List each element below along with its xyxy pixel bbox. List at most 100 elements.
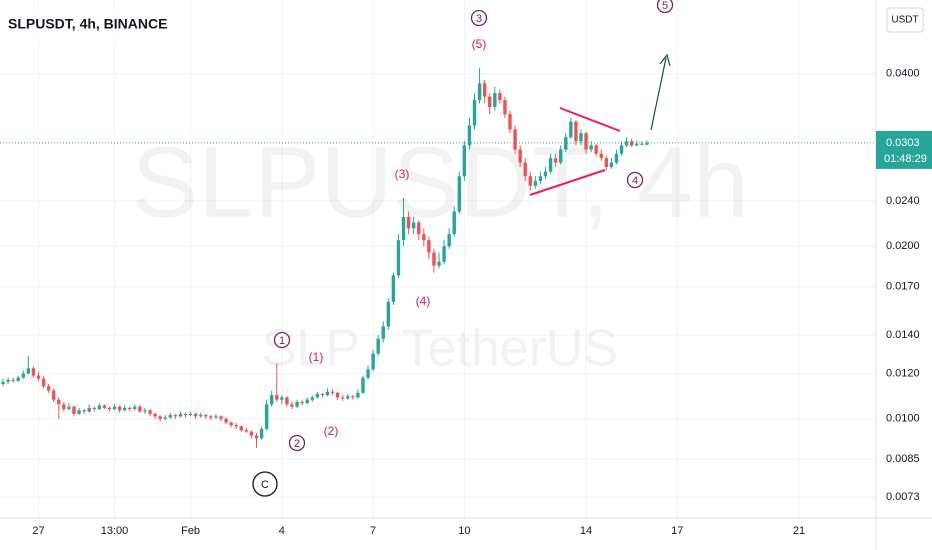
currency-label[interactable]: USDT (891, 15, 918, 26)
candle-body (325, 391, 330, 396)
triangle-lower (529, 169, 606, 196)
candle-body (36, 375, 41, 379)
candle-body (351, 396, 355, 398)
candle-body (629, 141, 634, 146)
candle-body (199, 415, 203, 417)
candle-body (117, 406, 122, 411)
candle-body (361, 377, 365, 393)
watermark: SLPUSDT, 4h (132, 126, 749, 238)
axes: 0.0400 0.0240 0.0200 0.0170 0.0140 0.0120 0.01… (32, 68, 932, 537)
candle-body (594, 145, 598, 154)
candle-body (239, 426, 243, 431)
candle-body (183, 413, 188, 416)
candle-body (548, 158, 553, 172)
candle-body (173, 415, 178, 417)
candle-body (411, 222, 416, 229)
y-tick-label: 0.0400 (886, 68, 920, 80)
candle-body (371, 353, 375, 370)
x-tick-label: 10 (458, 525, 470, 537)
candle-body (488, 96, 492, 108)
candle-body (315, 393, 320, 398)
wave-label: 3 (476, 13, 482, 25)
candle-body (467, 125, 472, 146)
candle-body (559, 149, 563, 163)
wave-label: (1) (309, 350, 324, 364)
candle-body (52, 390, 56, 400)
candle-body (31, 368, 36, 376)
wave-label: (2) (324, 424, 339, 438)
candle-body (87, 407, 91, 412)
y-tick-label: 0.0240 (886, 195, 920, 207)
candle-body (493, 93, 497, 108)
candle-body (356, 392, 360, 398)
watermark-subtitle: SLP / TetherUS (262, 320, 619, 378)
candle-body (254, 435, 259, 439)
y-tick-label: 0.0100 (886, 413, 920, 425)
wave-circle (252, 471, 278, 497)
candle-body (168, 415, 173, 418)
candle-body (564, 137, 568, 150)
candle-body (513, 129, 517, 150)
candle-body (579, 133, 583, 142)
wave-label: (4) (416, 294, 431, 308)
candle-body (133, 406, 137, 410)
candle-body (417, 222, 421, 235)
candle-body (224, 418, 228, 423)
grid (0, 0, 876, 520)
candle-body (102, 405, 107, 408)
candle-body (335, 392, 340, 398)
candle-body (340, 397, 345, 399)
candle-body (153, 413, 157, 417)
wave-label: 1 (279, 335, 285, 347)
candle-body (482, 83, 487, 97)
candle-body (275, 395, 279, 400)
candle-body (381, 326, 385, 339)
candle-body (543, 171, 548, 177)
candle-body (619, 145, 624, 154)
candle-body (508, 114, 512, 130)
candle-body (447, 234, 451, 247)
candle-body (112, 406, 117, 410)
candle-body (640, 143, 644, 145)
y-tick-label: 0.0140 (886, 329, 920, 341)
x-tick-label: 7 (370, 525, 376, 537)
candle-body (1, 381, 5, 385)
candle-body (77, 410, 81, 414)
candle-body (72, 406, 76, 414)
y-tick-label: 0.0200 (886, 240, 920, 252)
candle-body (163, 417, 167, 419)
candle-body (234, 425, 238, 427)
candle-body (584, 133, 588, 150)
candle-body (193, 413, 198, 417)
candle-body (128, 407, 132, 410)
chart-title: SLPUSDT, 4h, BINANCE (8, 16, 167, 32)
wave-circle (288, 434, 306, 452)
candle-body (503, 99, 507, 115)
y-tick-label: 0.0085 (886, 453, 920, 465)
wave-label: (3) (395, 167, 410, 181)
countdown: 01:48:29 (884, 153, 927, 165)
candle-body (477, 83, 482, 100)
candle-body (457, 176, 461, 212)
candle-body (209, 416, 213, 418)
candle-body (406, 216, 411, 229)
candle-body (21, 373, 25, 378)
x-tick-label: 4 (279, 525, 285, 537)
currency-button[interactable] (886, 7, 924, 33)
candle-body (624, 141, 629, 146)
wave-label: C (261, 479, 269, 491)
candle-body (143, 410, 147, 412)
candle-body (204, 415, 208, 417)
last-price-box (876, 130, 932, 169)
candle-body (295, 401, 299, 407)
candle-body (26, 368, 31, 374)
candle-body (472, 99, 477, 126)
wave-label: (5) (472, 37, 487, 51)
candle-body (320, 393, 325, 396)
x-tick-label: 17 (671, 525, 683, 537)
wave-label: 4 (632, 175, 638, 187)
candle-body (422, 234, 426, 241)
candle-body (259, 428, 264, 439)
candle-body (6, 379, 10, 382)
x-tick-label: Feb (181, 525, 200, 537)
